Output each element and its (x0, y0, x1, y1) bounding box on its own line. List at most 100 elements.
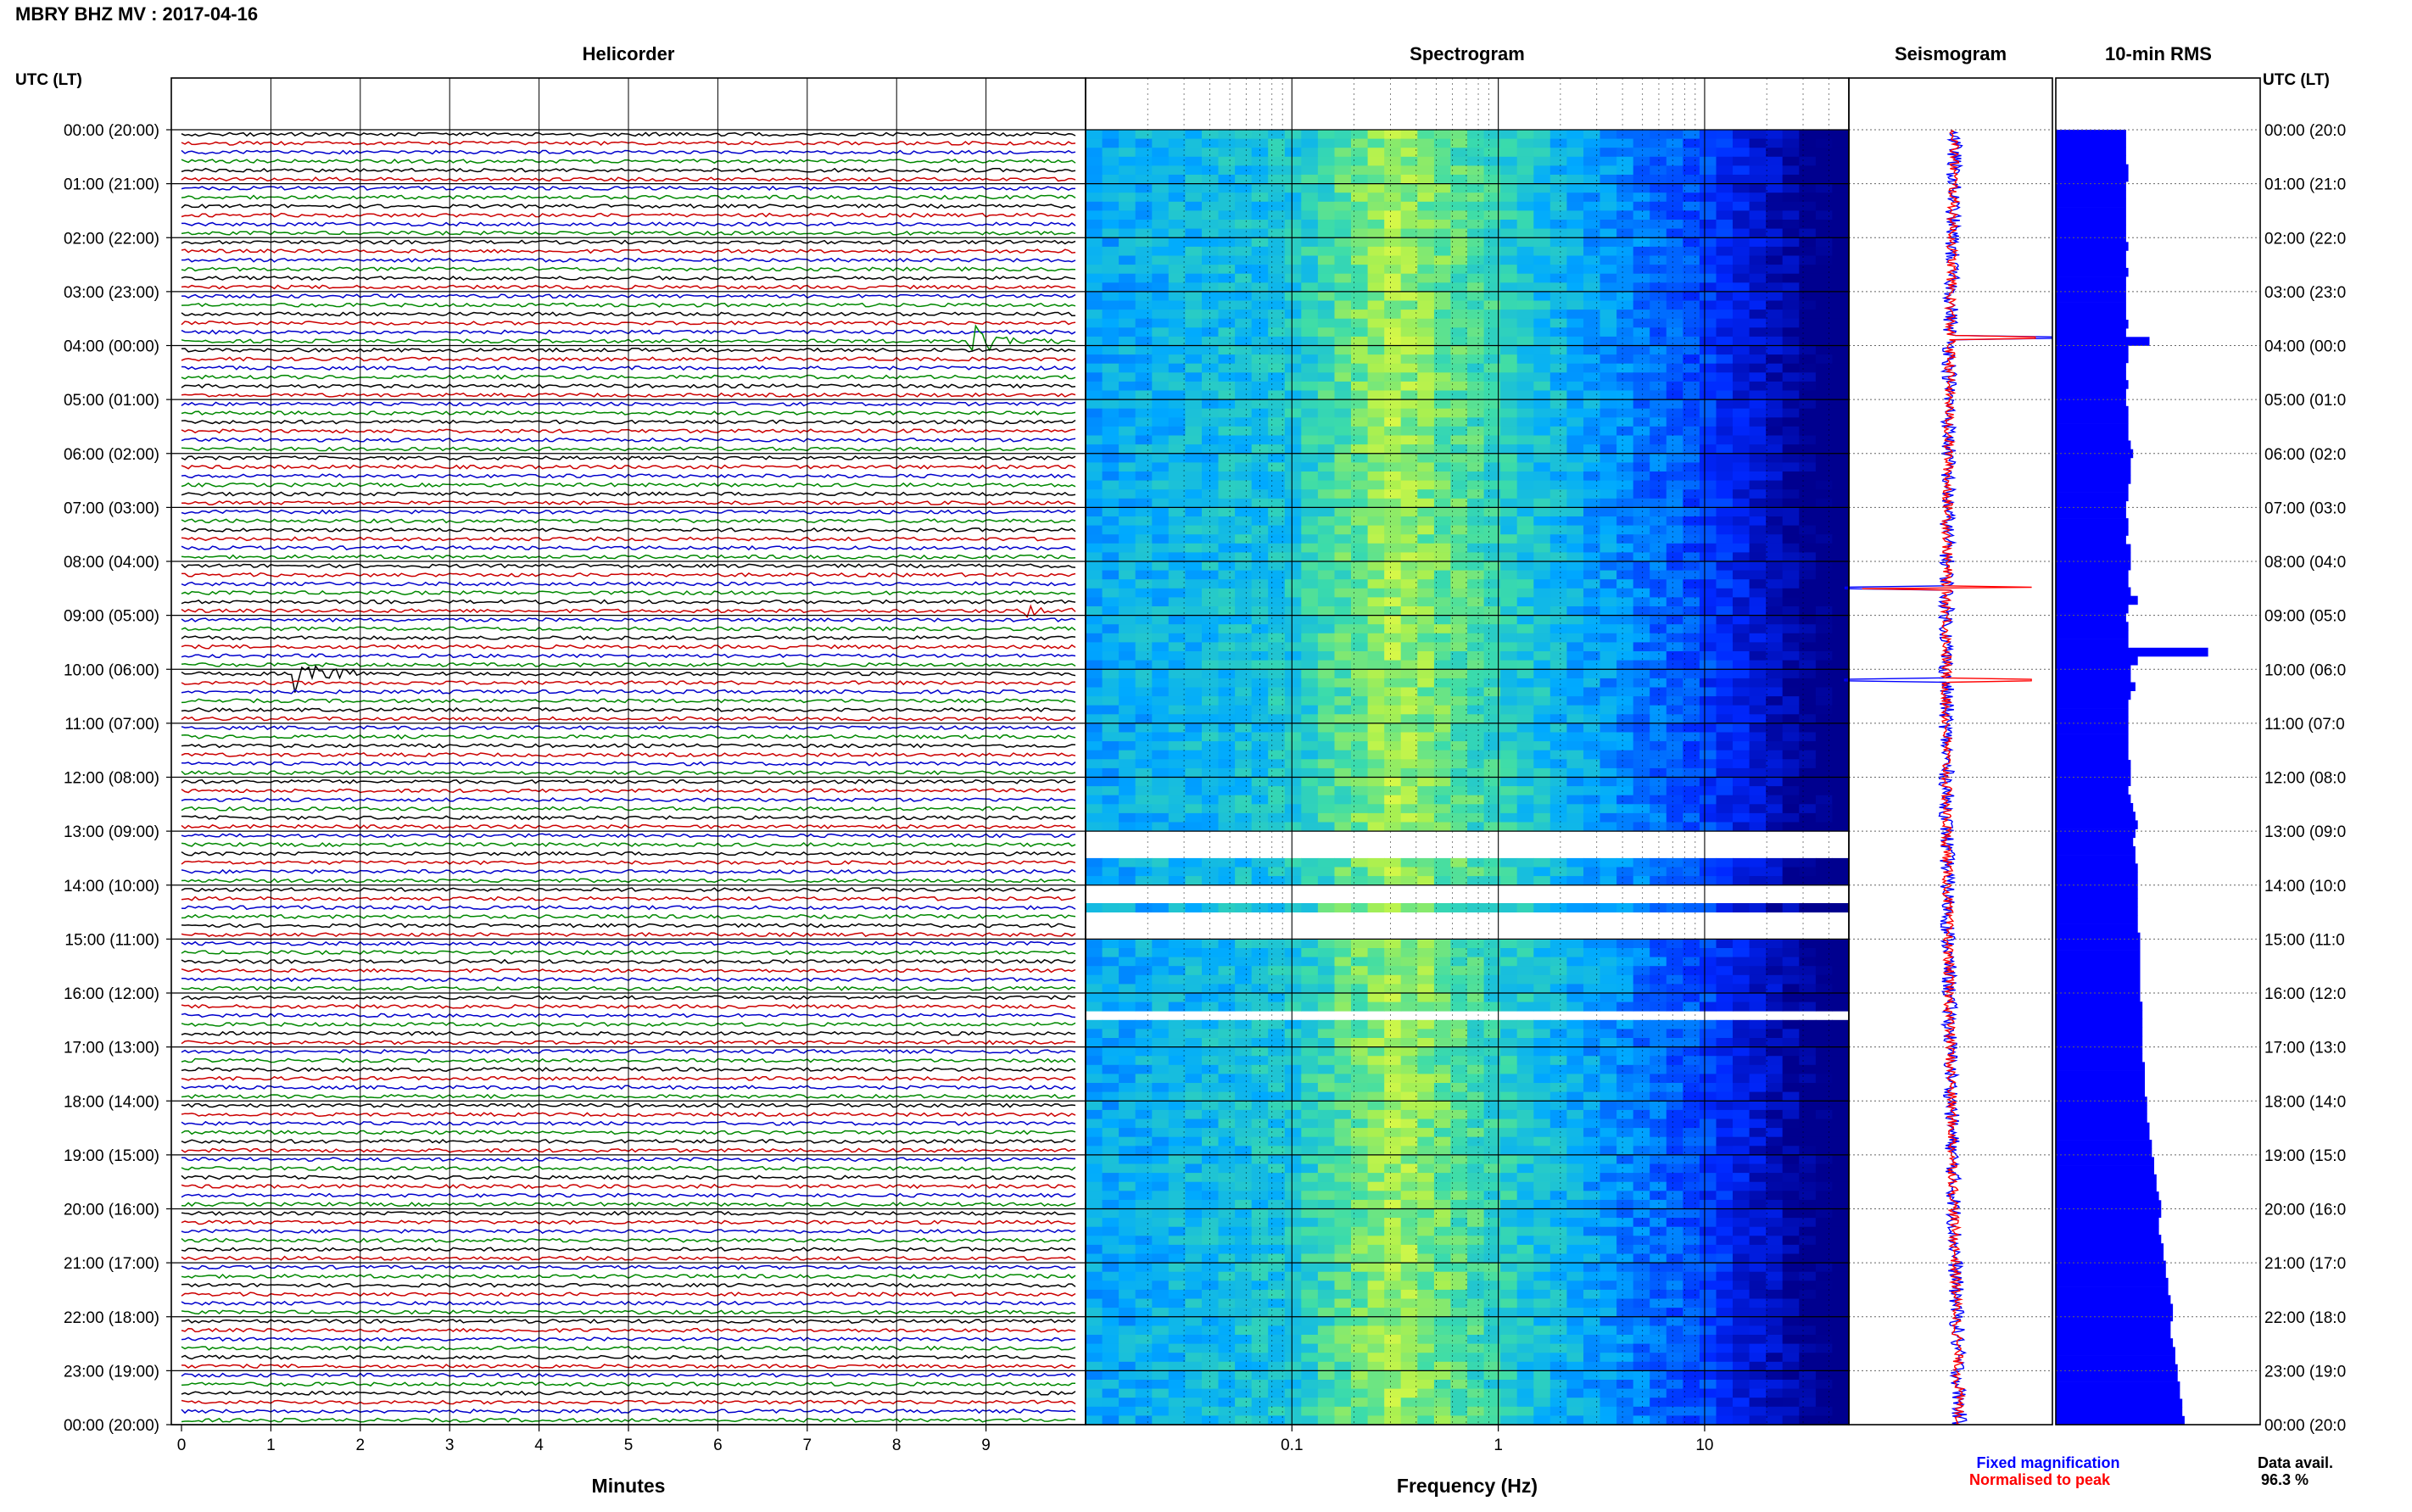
spectrogram-cell (1683, 291, 1700, 301)
spectrogram-cell (1119, 750, 1136, 760)
spectrogram-cell (1135, 759, 1153, 769)
spectrogram-cell (1135, 220, 1153, 229)
spectrogram-cell (1284, 291, 1302, 301)
spectrogram-cell (1367, 318, 1385, 328)
spectrogram-cell (1433, 1019, 1452, 1029)
spectrogram-cell (1450, 498, 1468, 508)
spectrogram-cell (1500, 624, 1518, 634)
spectrogram-cell (1400, 192, 1418, 203)
spectrogram-cell (1832, 210, 1850, 220)
spectrogram-cell (1102, 1038, 1119, 1047)
spectrogram-cell (1235, 435, 1253, 445)
spectrogram-cell (1600, 723, 1617, 733)
spectrogram-cell (1102, 1119, 1119, 1129)
spectrogram-cell (1716, 597, 1734, 607)
spectrogram-cell (1483, 1001, 1501, 1012)
spectrogram-cell (1749, 579, 1767, 589)
spectrogram-cell (1716, 381, 1734, 391)
spectrogram-cell (1367, 777, 1385, 787)
spectrogram-cell (1683, 1101, 1700, 1111)
spectrogram-cell (1317, 705, 1336, 715)
spectrogram-cell (1417, 1019, 1435, 1029)
spectrogram-cell (1119, 543, 1136, 553)
spectrogram-cell (1119, 857, 1136, 868)
spectrogram-cell (1417, 471, 1435, 481)
spectrogram-cell (1433, 480, 1452, 490)
spectrogram-cell (1549, 939, 1567, 949)
spectrogram-cell (1119, 156, 1136, 166)
spectrogram-cell (1782, 525, 1800, 535)
spectrogram-cell (1301, 363, 1319, 373)
spectrogram-cell (1500, 984, 1518, 994)
spectrogram-cell (1766, 471, 1784, 481)
spectrogram-cell (1815, 291, 1834, 301)
spectrogram-cell (1549, 1146, 1567, 1156)
spectrogram-cell (1766, 228, 1784, 238)
spectrogram-cell (1400, 265, 1418, 275)
spectrogram-cell (1516, 462, 1534, 472)
spectrogram-cell (1699, 480, 1717, 490)
spectrogram-cell (1185, 246, 1203, 256)
spectrogram-cell (1152, 453, 1170, 463)
spectrogram-cell (1516, 246, 1534, 256)
spectrogram-cell (1616, 642, 1634, 652)
spectrogram-cell (1666, 795, 1683, 805)
spectrogram-cell (1301, 1064, 1319, 1074)
spectrogram-cell (1483, 318, 1501, 328)
spectrogram-cell (1633, 857, 1650, 868)
spectrogram-cell (1566, 1019, 1584, 1029)
spectrogram-cell (1135, 903, 1153, 912)
spectrogram-cell (1566, 246, 1584, 256)
spectrogram-cell (1417, 903, 1435, 912)
spectrogram-cell (1135, 138, 1153, 148)
spectrogram-cell (1483, 390, 1501, 400)
spectrogram-cell (1683, 462, 1700, 472)
spectrogram-cell (1616, 606, 1634, 616)
spectrogram-cell (1766, 669, 1784, 679)
spectrogram-cell (1268, 417, 1286, 427)
spectrogram-cell (1417, 795, 1435, 805)
spectrogram-cell (1284, 489, 1302, 499)
spectrogram-cell (1251, 723, 1269, 733)
spectrogram-cell (1733, 795, 1750, 805)
spectrogram-cell (1168, 1083, 1186, 1092)
spectrogram-cell (1500, 1038, 1518, 1047)
spectrogram-cell (1516, 426, 1534, 436)
spectrogram-cell (1799, 273, 1817, 283)
spectrogram-cell (1433, 1173, 1452, 1183)
spectrogram-cell (1566, 1056, 1584, 1066)
spectrogram-cell (1799, 480, 1817, 490)
spectrogram-cell (1467, 444, 1485, 455)
spectrogram-cell (1135, 156, 1153, 166)
spectrogram-cell (1433, 939, 1452, 949)
spectrogram-cell (1135, 192, 1153, 203)
spectrogram-cell (1268, 399, 1286, 410)
spectrogram-cell (1782, 363, 1800, 373)
spectrogram-cell (1699, 228, 1717, 238)
spectrogram-cell (1417, 759, 1435, 769)
spectrogram-cell (1716, 210, 1734, 220)
spectrogram-cell (1135, 633, 1153, 643)
spectrogram-cell (1683, 175, 1700, 184)
spectrogram-cell (1600, 175, 1617, 184)
spectrogram-cell (1766, 984, 1784, 994)
spectrogram-cell (1716, 1046, 1734, 1057)
spectrogram-cell (1102, 984, 1119, 994)
spectrogram-cell (1400, 812, 1418, 823)
spectrogram-cell (1633, 570, 1650, 580)
spectrogram-cell (1549, 1173, 1567, 1183)
spectrogram-cell (1616, 183, 1634, 193)
spectrogram-cell (1367, 1128, 1385, 1138)
spectrogram-cell (1218, 624, 1236, 634)
spectrogram-cell (1583, 507, 1601, 517)
spectrogram-cell (1351, 687, 1369, 697)
spectrogram-cell (1102, 966, 1119, 976)
spectrogram-cell (1168, 228, 1186, 238)
spectrogram-cell (1102, 1146, 1119, 1156)
spectrogram-cell (1185, 615, 1203, 625)
spectrogram-cell (1251, 642, 1269, 652)
spectrogram-cell (1400, 1146, 1418, 1156)
spectrogram-cell (1135, 1046, 1153, 1057)
spectrogram-cell (1782, 318, 1800, 328)
spectrogram-cell (1815, 300, 1834, 310)
